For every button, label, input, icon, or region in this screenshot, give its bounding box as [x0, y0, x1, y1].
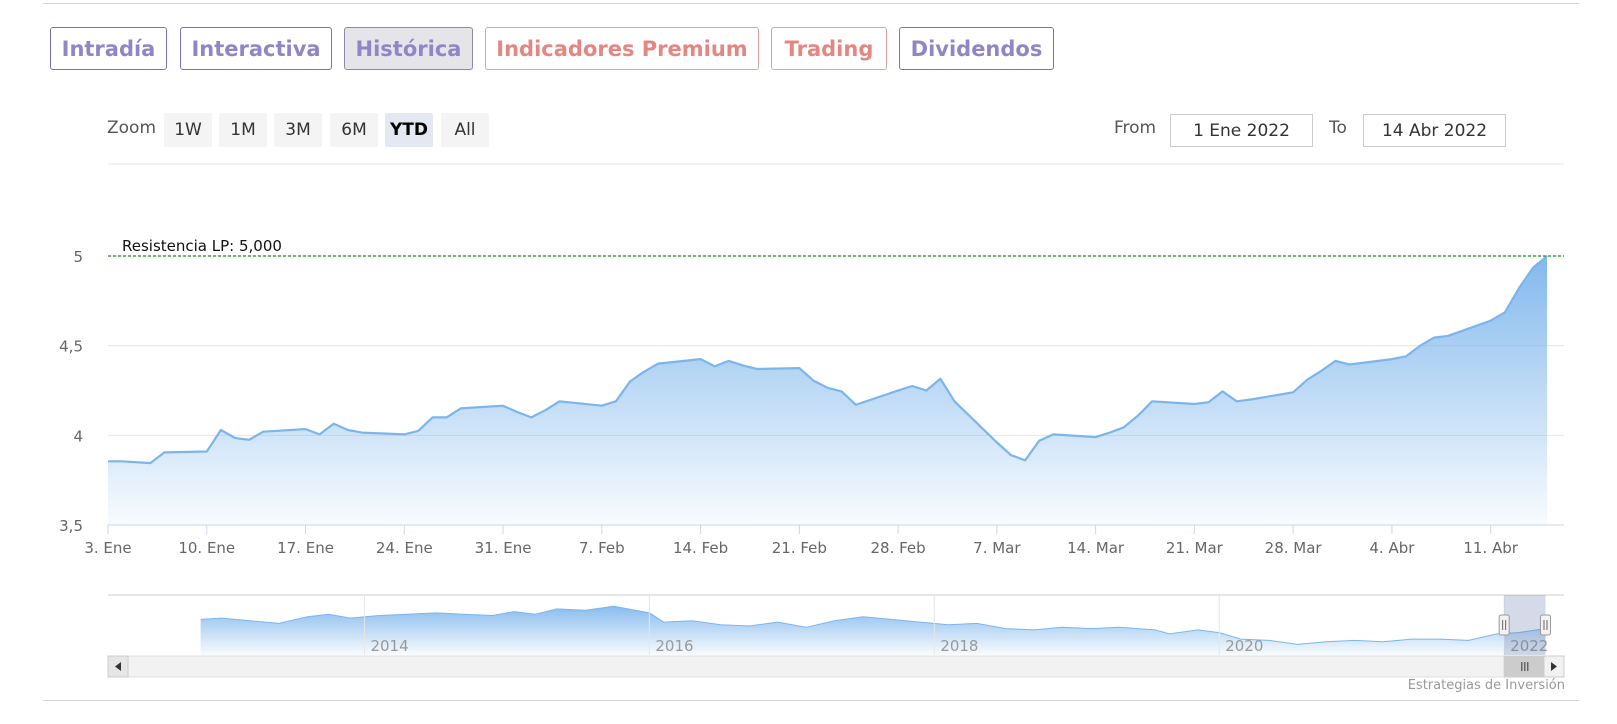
series-line: [108, 255, 1548, 465]
x-tick-label: 11. Abr: [1463, 539, 1518, 557]
navigator-year-label: 2014: [370, 637, 408, 655]
tab-trading[interactable]: Trading: [771, 27, 887, 70]
navigator-year-label: 2018: [940, 637, 978, 655]
navigator-right-handle[interactable]: [1539, 614, 1551, 636]
x-tick-label: 28. Mar: [1265, 539, 1323, 557]
navigator-year-label: 2016: [655, 637, 693, 655]
zoom-1m-button[interactable]: 1M: [219, 113, 267, 147]
zoom-label: Zoom: [107, 118, 157, 138]
range-from-label: From: [1114, 118, 1157, 138]
navigator-left-handle[interactable]: [1498, 614, 1510, 636]
y-tick-label: 4,5: [59, 338, 83, 356]
range-from-input[interactable]: 1 Ene 2022: [1170, 114, 1313, 147]
x-tick-label: 21. Feb: [772, 539, 827, 557]
x-tick-label: 31. Ene: [475, 539, 532, 557]
tab-dividendos[interactable]: Dividendos: [899, 27, 1054, 70]
x-tick-label: 24. Ene: [376, 539, 433, 557]
scroll-right-arrow-icon: [1551, 662, 1557, 671]
credit-text: Estrategias de Inversión: [1407, 678, 1565, 693]
x-tick-label: 28. Feb: [871, 539, 926, 557]
scroll-left-arrow-icon: [115, 662, 121, 671]
x-tick-label: 14. Mar: [1067, 539, 1125, 557]
zoom-1w-button[interactable]: 1W: [164, 113, 212, 147]
navigator-line: [200, 605, 1546, 645]
x-tick-label: 7. Feb: [579, 539, 625, 557]
x-tick-label: 10. Ene: [178, 539, 235, 557]
navigator-selection: [1504, 595, 1546, 655]
tab-interactiva[interactable]: Interactiva: [180, 27, 332, 70]
zoom-6m-button[interactable]: 6M: [330, 113, 378, 147]
tab-intradia[interactable]: Intradía: [50, 27, 167, 70]
resistance-label: Resistencia LP: 5,000: [122, 237, 282, 255]
tab-historica[interactable]: Histórica: [344, 27, 473, 70]
range-to-input[interactable]: 14 Abr 2022: [1363, 114, 1506, 147]
tab-indicadores-premium[interactable]: Indicadores Premium: [485, 27, 759, 70]
zoom-all-button[interactable]: All: [441, 113, 489, 147]
top-divider: [43, 3, 1579, 4]
zoom-3m-button[interactable]: 3M: [274, 113, 322, 147]
y-tick-label: 3,5: [59, 517, 83, 535]
series-area: [108, 256, 1548, 525]
series-group: [108, 255, 1548, 525]
range-to-label: To: [1329, 118, 1347, 138]
navigator-area: [200, 606, 1546, 655]
navigator-year-label: 2022: [1510, 637, 1548, 655]
bottom-divider: [43, 700, 1579, 701]
x-tick-label: 3. Ene: [84, 539, 131, 557]
navigator-year-label: 2020: [1225, 637, 1263, 655]
x-tick-label: 21. Mar: [1166, 539, 1224, 557]
x-tick-label: 7. Mar: [973, 539, 1021, 557]
x-tick-label: 17. Ene: [277, 539, 334, 557]
y-tick-label: 4: [73, 427, 83, 445]
scrollbar-track[interactable]: [107, 655, 1565, 678]
y-tick-label: 5: [73, 248, 83, 266]
zoom-ytd-button[interactable]: YTD: [385, 113, 433, 147]
x-tick-label: 14. Feb: [673, 539, 728, 557]
x-tick-label: 4. Abr: [1369, 539, 1415, 557]
